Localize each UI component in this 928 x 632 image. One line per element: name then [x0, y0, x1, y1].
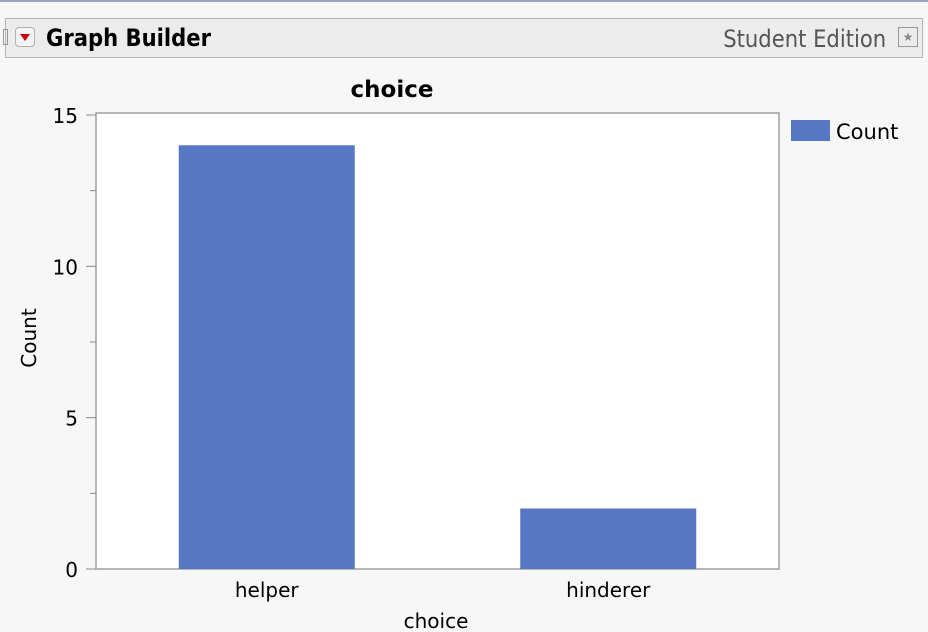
red-triangle-menu-icon[interactable]: [15, 27, 35, 47]
x-tick-label: helper: [235, 578, 300, 602]
x-tick-label: hinderer: [566, 578, 651, 602]
legend-swatch: [791, 120, 830, 141]
window-top-border: [0, 0, 928, 2]
graph-builder-header: Graph Builder Student Edition ★: [3, 18, 923, 58]
edition-label: Student Edition: [723, 25, 886, 53]
x-axis-label: choice: [404, 609, 469, 632]
y-tick-label: 10: [53, 255, 78, 279]
legend-label[interactable]: Count: [836, 120, 898, 144]
outline-edge: [3, 29, 8, 45]
y-tick-label: 5: [65, 407, 78, 431]
y-axis-label: Count: [17, 308, 41, 368]
bar-hinderer[interactable]: [520, 508, 697, 569]
y-tick-label: 0: [65, 558, 78, 582]
chart-title: choice: [351, 77, 434, 103]
bar-helper[interactable]: [178, 145, 355, 569]
pin-icon[interactable]: ★: [898, 27, 918, 47]
y-tick-label: 15: [53, 104, 78, 128]
report-title: Graph Builder: [46, 24, 211, 52]
